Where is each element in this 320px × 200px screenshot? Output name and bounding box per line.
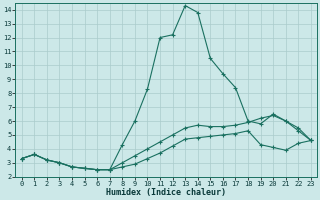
X-axis label: Humidex (Indice chaleur): Humidex (Indice chaleur) xyxy=(106,188,226,197)
